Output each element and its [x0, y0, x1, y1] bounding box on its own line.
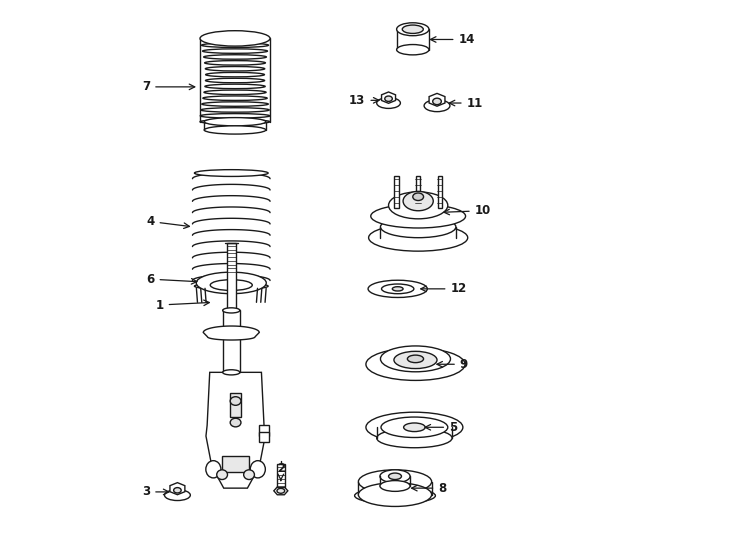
Ellipse shape	[366, 412, 463, 442]
Ellipse shape	[206, 78, 265, 83]
Ellipse shape	[380, 216, 456, 238]
Polygon shape	[274, 487, 288, 495]
Text: 11: 11	[449, 97, 483, 110]
Ellipse shape	[222, 370, 240, 375]
Ellipse shape	[358, 470, 432, 494]
Polygon shape	[382, 92, 396, 103]
Bar	[222, 310, 240, 373]
Ellipse shape	[388, 473, 401, 480]
Ellipse shape	[204, 126, 266, 134]
Ellipse shape	[402, 25, 424, 33]
Text: 9: 9	[437, 358, 468, 371]
Bar	[227, 243, 236, 310]
Ellipse shape	[202, 102, 268, 106]
Ellipse shape	[392, 287, 403, 291]
Text: 8: 8	[412, 482, 446, 495]
Ellipse shape	[230, 418, 241, 427]
Text: 6: 6	[146, 273, 197, 286]
Ellipse shape	[200, 119, 270, 124]
Polygon shape	[429, 93, 445, 106]
Ellipse shape	[403, 191, 433, 211]
Ellipse shape	[205, 84, 265, 89]
Ellipse shape	[380, 470, 410, 483]
Ellipse shape	[202, 43, 269, 48]
Bar	[230, 393, 241, 417]
Ellipse shape	[206, 72, 264, 77]
Polygon shape	[259, 426, 269, 436]
Ellipse shape	[433, 98, 441, 105]
Text: 3: 3	[142, 485, 169, 498]
Ellipse shape	[200, 31, 270, 46]
Ellipse shape	[396, 44, 429, 55]
Ellipse shape	[204, 55, 266, 59]
Ellipse shape	[355, 488, 435, 504]
Ellipse shape	[222, 308, 240, 313]
Ellipse shape	[404, 423, 425, 431]
Text: 1: 1	[156, 299, 209, 312]
Ellipse shape	[368, 280, 427, 298]
Ellipse shape	[368, 224, 468, 251]
Text: 10: 10	[444, 204, 491, 217]
Ellipse shape	[164, 490, 190, 501]
Ellipse shape	[366, 348, 465, 380]
Ellipse shape	[210, 280, 252, 291]
Polygon shape	[259, 431, 269, 442]
Ellipse shape	[217, 470, 228, 480]
Polygon shape	[206, 373, 265, 488]
Ellipse shape	[200, 37, 269, 42]
Text: 12: 12	[421, 282, 467, 295]
Text: 7: 7	[142, 80, 195, 93]
Ellipse shape	[230, 397, 241, 406]
Ellipse shape	[385, 96, 392, 102]
Ellipse shape	[201, 107, 269, 112]
Ellipse shape	[358, 483, 432, 507]
Ellipse shape	[244, 470, 255, 480]
Ellipse shape	[204, 118, 266, 126]
Ellipse shape	[206, 461, 221, 478]
Ellipse shape	[250, 461, 265, 478]
Ellipse shape	[206, 66, 265, 71]
Ellipse shape	[424, 100, 450, 112]
Ellipse shape	[196, 272, 266, 294]
Ellipse shape	[396, 23, 429, 36]
Ellipse shape	[205, 60, 266, 65]
Text: 5: 5	[425, 421, 457, 434]
Ellipse shape	[377, 428, 452, 448]
Ellipse shape	[377, 98, 400, 109]
Polygon shape	[203, 326, 259, 340]
Ellipse shape	[371, 204, 465, 228]
Text: 2: 2	[277, 462, 285, 481]
Ellipse shape	[413, 193, 424, 200]
Ellipse shape	[380, 346, 451, 372]
Bar	[222, 456, 249, 472]
Bar	[416, 176, 421, 208]
Ellipse shape	[204, 90, 266, 94]
Ellipse shape	[203, 49, 267, 53]
Bar	[396, 29, 429, 50]
Ellipse shape	[277, 488, 285, 493]
Ellipse shape	[381, 417, 448, 437]
Bar	[394, 176, 399, 208]
Text: 13: 13	[349, 94, 379, 107]
Bar	[277, 464, 285, 487]
Ellipse shape	[200, 113, 270, 118]
Ellipse shape	[407, 355, 424, 363]
Ellipse shape	[195, 283, 268, 289]
Ellipse shape	[382, 284, 414, 294]
Text: 4: 4	[146, 215, 189, 228]
Bar	[437, 176, 442, 208]
Ellipse shape	[388, 192, 448, 219]
Text: 14: 14	[430, 33, 475, 46]
Ellipse shape	[394, 352, 437, 369]
Ellipse shape	[195, 170, 268, 177]
Ellipse shape	[380, 481, 410, 491]
Ellipse shape	[174, 488, 181, 493]
Ellipse shape	[203, 96, 267, 100]
Polygon shape	[170, 483, 185, 495]
